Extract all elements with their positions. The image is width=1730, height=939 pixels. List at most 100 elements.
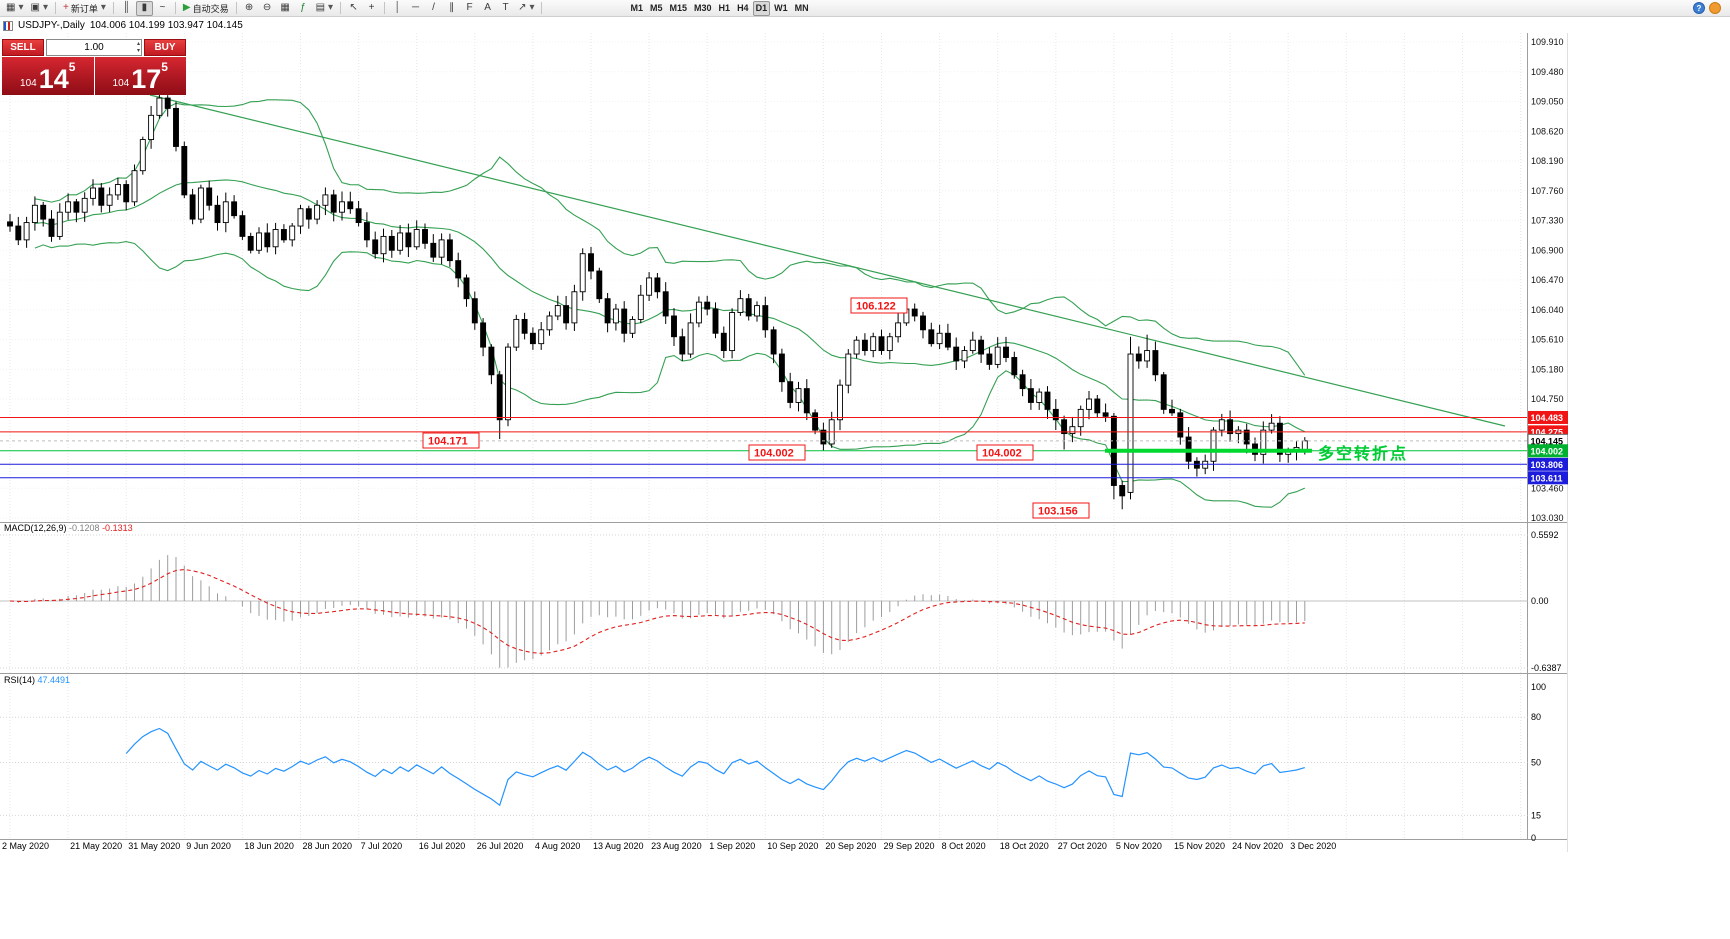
- cursor-icon: ↖: [349, 2, 358, 13]
- turning-point-note[interactable]: 多空转折点: [1318, 444, 1408, 463]
- candle: [148, 114, 155, 141]
- new-order-button[interactable]: + 新订单 ▾: [60, 1, 109, 16]
- candle: [1094, 398, 1101, 414]
- line-chart-icon: ~: [159, 2, 166, 13]
- text-label-button[interactable]: T: [497, 1, 514, 16]
- tf-w1-button[interactable]: W1: [771, 1, 791, 16]
- crosshair-button[interactable]: +: [363, 1, 380, 16]
- descending-trendline[interactable]: [149, 94, 1506, 427]
- text-button[interactable]: A: [479, 1, 496, 16]
- dropdown-arrow-icon: ▾: [529, 2, 535, 13]
- indicators-button[interactable]: ƒ: [295, 1, 312, 16]
- candle: [886, 336, 893, 352]
- sell-price-tile[interactable]: 104 14 5: [2, 57, 94, 95]
- candle: [895, 322, 902, 338]
- candle: [463, 277, 470, 300]
- candle: [23, 222, 30, 241]
- price-label-box[interactable]: [748, 444, 806, 461]
- candle: [31, 204, 38, 224]
- candle: [446, 239, 453, 262]
- candlestick-chart-button[interactable]: ▮: [135, 0, 153, 16]
- price-tick-label: 106.040: [1531, 305, 1564, 315]
- chart-profiles-button[interactable]: ▣ ▾: [27, 1, 50, 16]
- macd-header: MACD(12,26,9) -0.1208 -0.1313: [4, 523, 133, 533]
- date-label: 10 Sep 2020: [767, 841, 818, 851]
- candle: [81, 197, 88, 213]
- rsi-scale-label: 0: [1531, 833, 1536, 843]
- vertical-line-button[interactable]: │: [389, 1, 406, 16]
- tf-m1-button[interactable]: M1: [627, 1, 646, 16]
- candle: [15, 225, 22, 241]
- candle: [1011, 357, 1018, 376]
- zoom-in-button[interactable]: ⊕: [241, 1, 258, 16]
- toolbar-separator: [235, 2, 237, 14]
- volume-decrease-icon[interactable]: ▾: [136, 48, 140, 54]
- buy-button[interactable]: BUY: [144, 39, 186, 56]
- tf-mn-button-label: MN: [794, 3, 809, 13]
- candle: [330, 194, 337, 213]
- candle: [596, 270, 603, 300]
- tf-h1-button[interactable]: H1: [716, 1, 734, 16]
- candle: [65, 201, 72, 213]
- bar-chart-button[interactable]: ║: [118, 1, 135, 16]
- bollinger-lower-band: [34, 241, 1306, 508]
- tf-m5-button[interactable]: M5: [647, 1, 666, 16]
- channel-button[interactable]: ∥: [443, 1, 460, 16]
- tile-windows-button[interactable]: ▦: [277, 1, 294, 16]
- buy-price-tile[interactable]: 104 17 5: [94, 57, 186, 95]
- sell-button[interactable]: SELL: [2, 39, 44, 56]
- tf-mn-button[interactable]: MN: [792, 1, 812, 16]
- trendline-button[interactable]: /: [425, 1, 442, 16]
- price-label-box[interactable]: [422, 432, 480, 449]
- candle: [861, 339, 868, 352]
- candle: [156, 97, 163, 116]
- price-tag-104.483: [1528, 410, 1568, 424]
- candle: [604, 298, 611, 324]
- cursor-button[interactable]: ↖: [345, 1, 362, 16]
- autotrading-button[interactable]: ▶ 自动交易: [180, 1, 232, 16]
- candle: [637, 294, 644, 320]
- candle: [7, 221, 13, 227]
- candle: [339, 201, 345, 213]
- price-tick-label: 103.030: [1531, 513, 1564, 523]
- tf-m30-button[interactable]: M30: [691, 1, 715, 16]
- tf-m30-button-label: M30: [694, 3, 712, 13]
- price-tick-label: 107.760: [1531, 186, 1564, 196]
- candle: [114, 184, 121, 196]
- candle: [1052, 408, 1059, 421]
- candle: [297, 208, 304, 227]
- arrows-button[interactable]: ↗ ▾: [515, 1, 537, 16]
- price-tick-label: 109.910: [1531, 37, 1564, 47]
- candle: [961, 350, 968, 362]
- tf-d1-button[interactable]: D1: [752, 0, 771, 16]
- price-tag-text: 104.002: [1531, 446, 1564, 456]
- candle: [1127, 353, 1134, 493]
- volume-increase-icon[interactable]: ▴: [136, 41, 140, 47]
- candle: [314, 204, 321, 220]
- candle: [737, 298, 744, 313]
- candle: [289, 225, 296, 241]
- candle: [1160, 374, 1167, 410]
- candle: [164, 97, 171, 109]
- date-label: 3 Dec 2020: [1290, 841, 1336, 851]
- horizontal-line-button[interactable]: ─: [407, 1, 424, 16]
- fibonacci-button[interactable]: F: [461, 1, 478, 16]
- line-chart-button[interactable]: ~: [154, 1, 171, 16]
- date-label: 18 Oct 2020: [1000, 841, 1049, 851]
- tf-m15-button[interactable]: M15: [667, 1, 691, 16]
- date-label: 24 Nov 2020: [1232, 841, 1283, 851]
- price-label-box[interactable]: [850, 297, 908, 314]
- price-label-box[interactable]: [976, 444, 1034, 461]
- volume-input[interactable]: 1.00 ▴ ▾: [46, 39, 142, 56]
- zoom-out-button[interactable]: ⊖: [259, 1, 276, 16]
- price-tick-label: 109.050: [1531, 97, 1564, 107]
- new-chart-button[interactable]: ▦ ▾: [3, 1, 26, 16]
- dropdown-arrow-icon: ▾: [328, 2, 334, 13]
- templates-button[interactable]: ▤ ▾: [313, 1, 336, 16]
- community-icon[interactable]: [1709, 2, 1721, 14]
- price-label-box[interactable]: [1032, 502, 1090, 519]
- help-icon[interactable]: ?: [1693, 2, 1705, 14]
- candle: [662, 291, 669, 317]
- tf-h4-button[interactable]: H4: [734, 1, 752, 16]
- candle: [438, 239, 445, 258]
